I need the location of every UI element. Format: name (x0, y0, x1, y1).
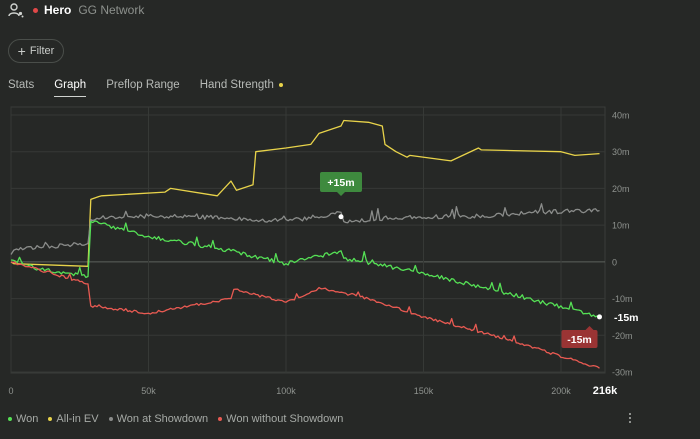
y-tick-label: -20m (612, 331, 633, 341)
annotation-pointer (585, 326, 594, 330)
end-value-label: -15m (614, 312, 639, 324)
profit-graph[interactable]: 40m 30m 20m 10m 0 -10m -20m -30m 0 50k 100k 150k 20… (0, 100, 700, 405)
filter-label: Filter (29, 45, 55, 57)
y-tick-label: -30m (612, 368, 633, 378)
tab-label: Hand Strength (199, 79, 274, 91)
legend-item-won-without-showdown[interactable]: Won without Showdown (218, 413, 343, 425)
tab-graph[interactable]: Graph (54, 79, 87, 97)
x-tick-label: 150k (414, 386, 434, 396)
legend-dot (48, 417, 53, 421)
chart-grid (10, 106, 606, 374)
chart-series (10, 119, 600, 369)
annotation-box-negative (561, 330, 598, 348)
annotation-box-positive (320, 172, 362, 192)
y-tick-label: 20m (612, 184, 630, 194)
legend-dot (8, 417, 12, 421)
x-tick-label: 50k (141, 386, 156, 396)
x-tick-label: 0 (8, 386, 13, 396)
y-tick-label: 40m (612, 111, 630, 121)
legend-item-won-at-showdown[interactable]: Won at Showdown (108, 413, 209, 425)
status-dot (33, 7, 38, 13)
y-tick-label: 0 (612, 257, 617, 267)
y-axis-labels: 40m 30m 20m 10m 0 -10m -20m -30m (612, 111, 633, 378)
legend-dot (108, 417, 113, 421)
x-tick-label: 100k (276, 386, 296, 396)
series-line-won-without-showdown (10, 261, 600, 369)
annotation-label-positive: +15m (327, 177, 354, 189)
legend-label: Won without Showdown (226, 413, 344, 425)
network-name: GG Network (78, 3, 145, 17)
header: Hero GG Network (8, 2, 144, 18)
series-line-all-in-ev (10, 119, 600, 267)
plot-frame (10, 106, 606, 374)
legend-dot (218, 417, 223, 421)
end-point (597, 314, 602, 320)
y-tick-label: 30m (612, 147, 630, 157)
legend-item-all-in-ev[interactable]: All-in EV (48, 413, 99, 425)
chart-legend: Won All-in EV Won at Showdown Won withou… (8, 413, 343, 425)
tab-hand-strength[interactable]: Hand Strength (200, 79, 283, 95)
tab-label: Graph (54, 79, 87, 91)
hover-point (338, 214, 344, 220)
y-tick-label: -10m (612, 294, 633, 304)
x-tick-label: 200k (551, 386, 571, 396)
annotation-pointer (337, 192, 345, 196)
legend-label: Won (16, 413, 39, 425)
y-tick-label: 10m (612, 221, 630, 231)
plus-icon: + (17, 42, 26, 59)
legend-label: Won at Showdown (116, 413, 209, 425)
tab-bar: Stats Graph Preflop Range Hand Strength (8, 79, 303, 97)
annotation-label-negative: -15m (567, 334, 592, 346)
legend-label: All-in EV (56, 413, 99, 425)
tab-label: Preflop Range (106, 79, 180, 91)
chart-annotations: +15m -15m -15m (320, 172, 639, 348)
kebab-menu-icon[interactable] (626, 410, 634, 426)
tab-stats[interactable]: Stats (8, 79, 34, 95)
notification-dot (278, 82, 283, 87)
series-line-won-at-showdown (10, 203, 600, 255)
series-line-won (10, 220, 600, 318)
x-end-label: 216k (593, 385, 618, 397)
tab-label: Stats (8, 79, 35, 91)
user-network-icon[interactable] (8, 2, 24, 18)
player-name: Hero (44, 3, 72, 17)
filter-button[interactable]: + Filter (8, 39, 64, 63)
x-axis-labels: 0 50k 100k 150k 200k 216k (8, 385, 618, 397)
tab-preflop-range[interactable]: Preflop Range (106, 79, 180, 95)
legend-item-won[interactable]: Won (8, 413, 38, 425)
